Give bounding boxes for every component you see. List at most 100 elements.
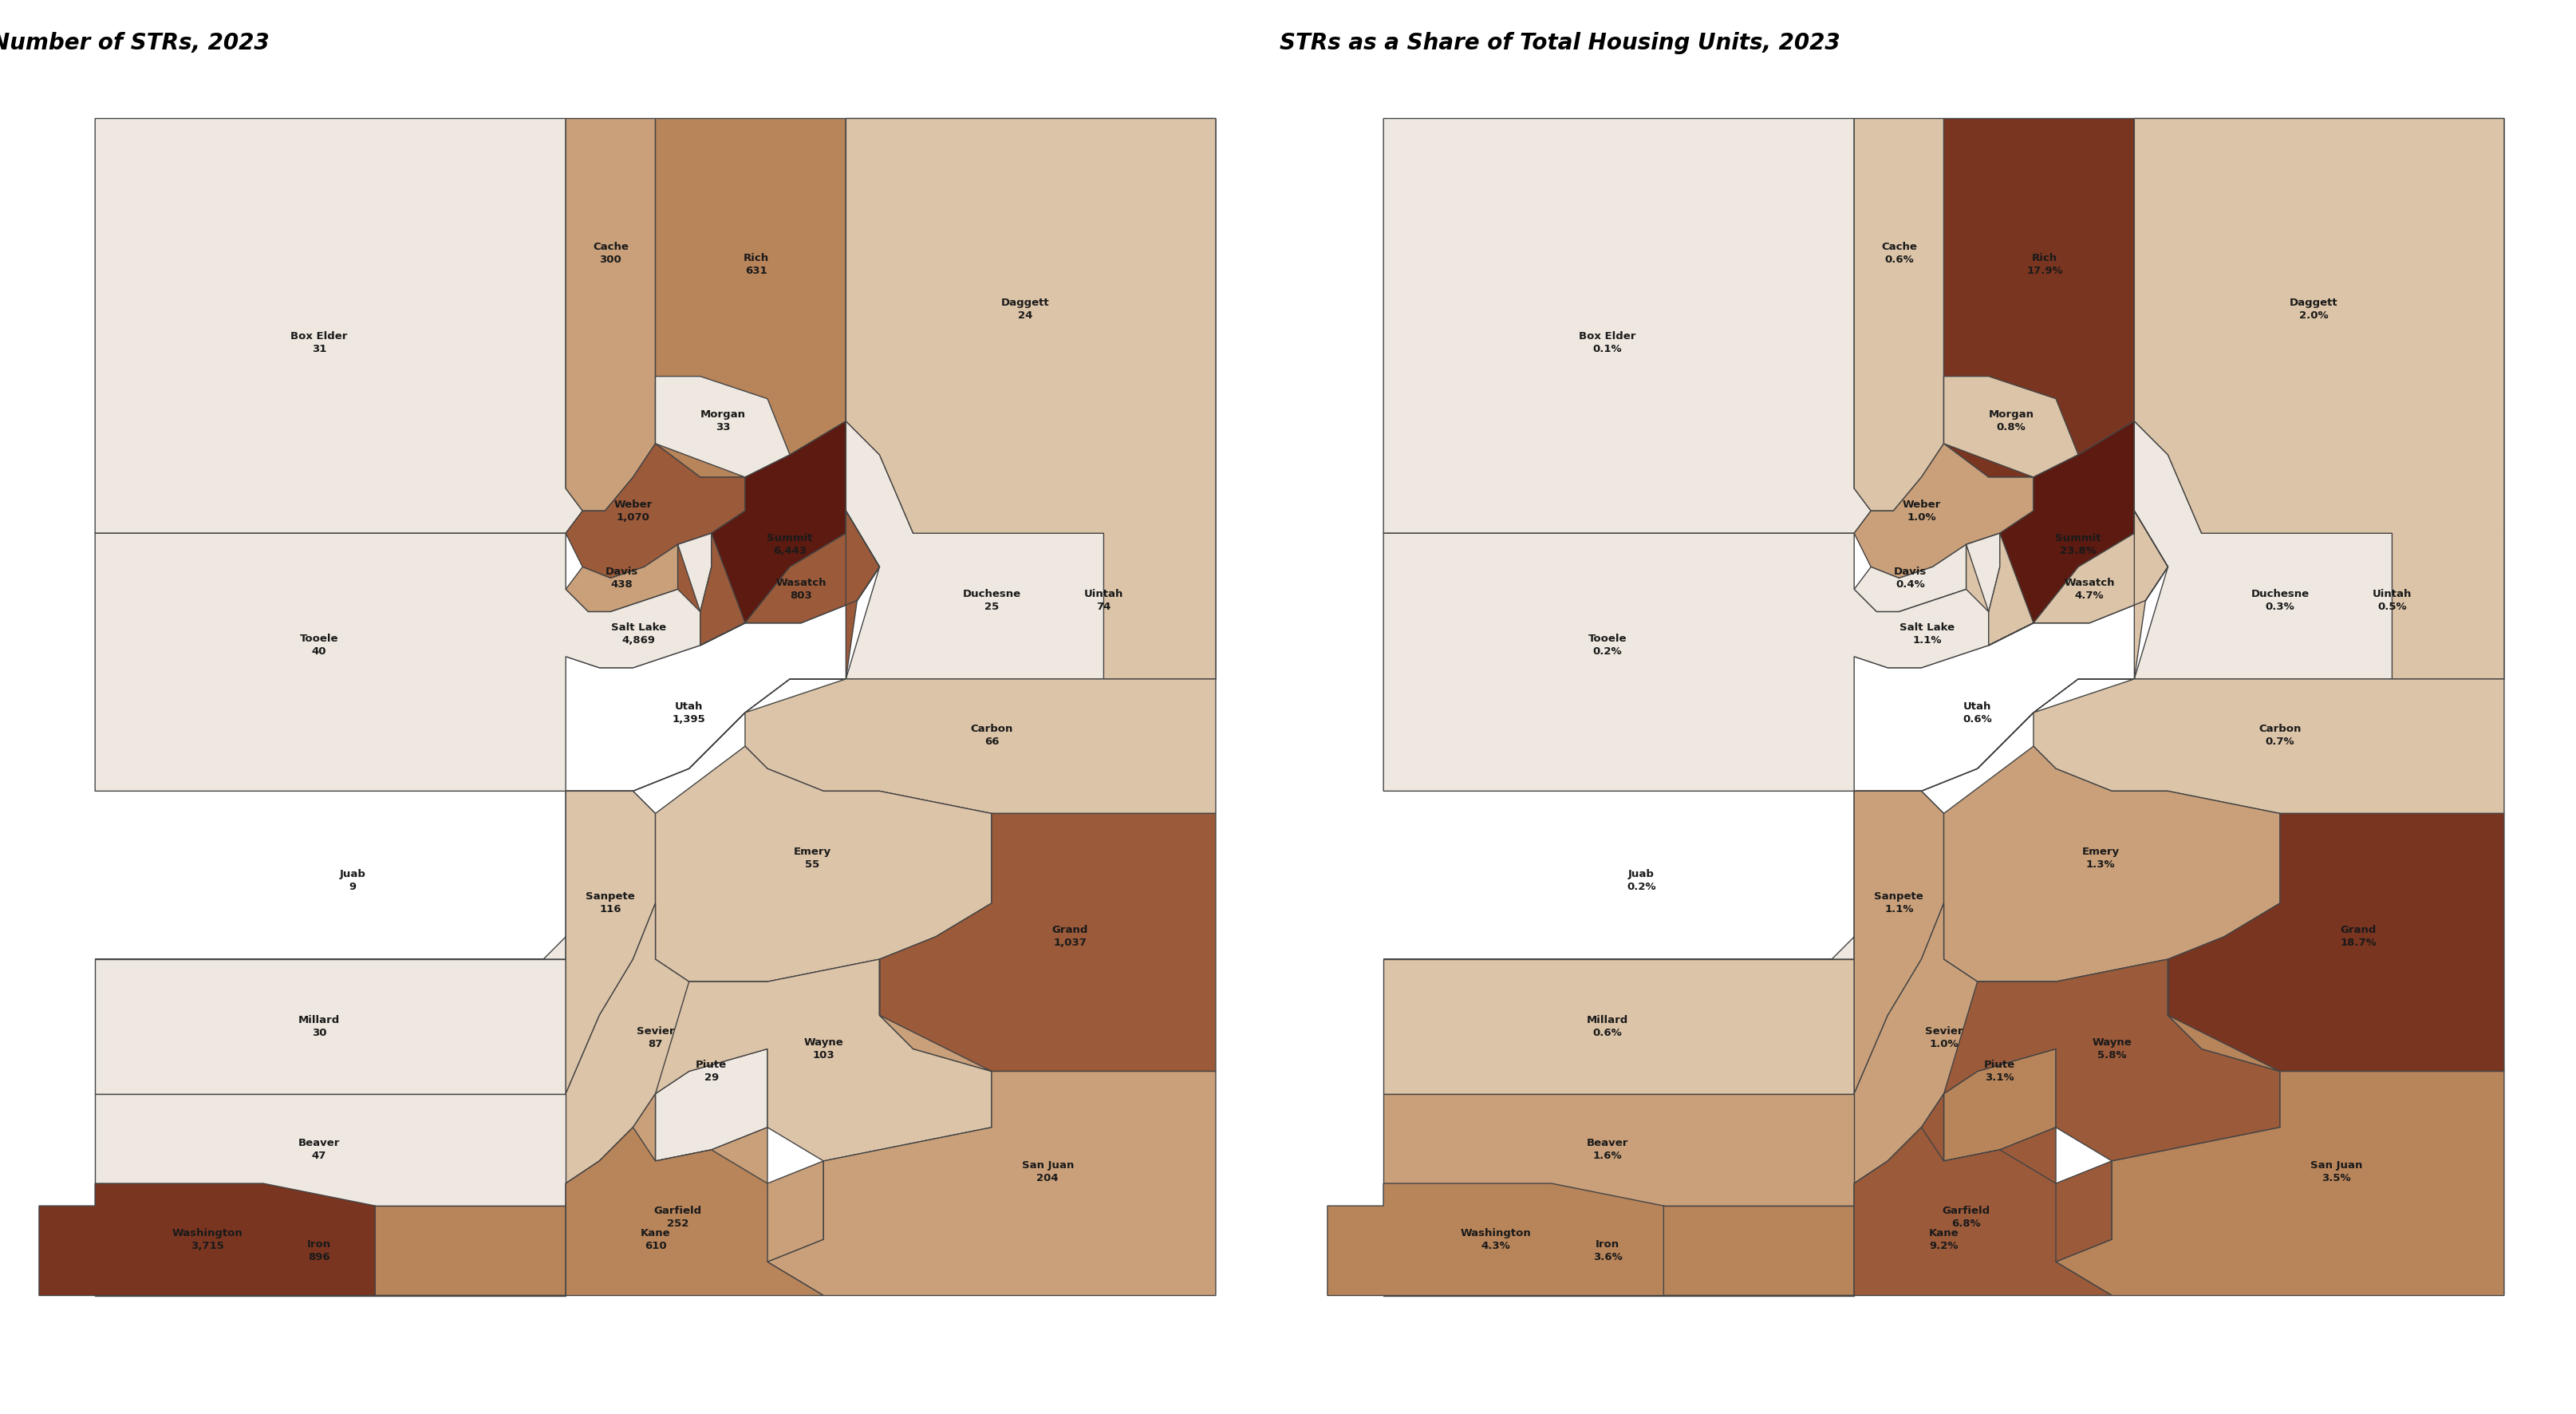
Polygon shape [654,376,791,477]
Polygon shape [1942,119,2133,477]
Polygon shape [1327,1184,1664,1295]
Text: Millard
30: Millard 30 [299,1015,340,1038]
Text: Kane
610: Kane 610 [641,1227,670,1251]
Polygon shape [1989,510,2166,645]
Polygon shape [1855,119,1942,510]
Text: Grand
1,037: Grand 1,037 [1051,925,1087,949]
Text: Kane
9.2%: Kane 9.2% [1929,1227,1958,1251]
Text: Weber
1.0%: Weber 1.0% [1901,499,1940,522]
Text: San Juan
3.5%: San Juan 3.5% [2308,1161,2362,1184]
Text: Beaver
1.6%: Beaver 1.6% [1587,1138,1628,1161]
Text: Wasatch
4.7%: Wasatch 4.7% [2063,578,2115,601]
Polygon shape [2133,119,2504,679]
Text: Washington
3,715: Washington 3,715 [173,1227,242,1251]
Text: Davis
438: Davis 438 [605,567,639,590]
Text: Rich
17.9%: Rich 17.9% [2025,253,2063,276]
Text: Tooele
40: Tooele 40 [299,633,337,658]
Text: Duchesne
25: Duchesne 25 [963,590,1020,612]
Polygon shape [2056,959,2504,1295]
Text: Utah
0.6%: Utah 0.6% [1963,701,1991,724]
Text: Wasatch
803: Wasatch 803 [775,578,827,601]
Text: Sanpete
1.1%: Sanpete 1.1% [1873,892,1924,915]
Polygon shape [1664,1127,2112,1295]
Polygon shape [567,904,768,1184]
Polygon shape [1383,959,1855,1094]
Text: Duchesne
0.3%: Duchesne 0.3% [2251,590,2308,612]
Text: Wayne
5.8%: Wayne 5.8% [2092,1038,2130,1060]
Text: Box Elder
0.1%: Box Elder 0.1% [1579,331,1636,355]
Polygon shape [845,421,1216,679]
Polygon shape [95,533,744,790]
Text: Piute
29: Piute 29 [696,1059,726,1083]
Text: San Juan
204: San Juan 204 [1020,1161,1074,1184]
Polygon shape [768,959,1216,1295]
Text: Carbon
66: Carbon 66 [971,724,1012,747]
Polygon shape [2133,421,2504,679]
Polygon shape [1942,376,2079,477]
Polygon shape [567,1094,824,1295]
Polygon shape [39,1184,376,1295]
Text: Summit
6,443: Summit 6,443 [768,533,811,556]
Polygon shape [1383,1094,1855,1206]
Polygon shape [701,510,878,645]
Text: Morgan
33: Morgan 33 [701,410,744,433]
Text: Salt Lake
1.1%: Salt Lake 1.1% [1899,622,1955,646]
Polygon shape [1383,1206,1855,1295]
Text: Beaver
47: Beaver 47 [299,1138,340,1161]
Text: Piute
3.1%: Piute 3.1% [1984,1059,2014,1083]
Text: Cache
300: Cache 300 [592,242,629,264]
Text: Uintah
0.5%: Uintah 0.5% [2372,590,2411,612]
Text: Weber
1,070: Weber 1,070 [613,499,652,522]
Text: Number of STRs, 2023: Number of STRs, 2023 [0,31,270,54]
Polygon shape [567,119,654,510]
Polygon shape [654,119,845,477]
Polygon shape [95,790,654,959]
Polygon shape [2133,119,2504,533]
Text: Tooele
0.2%: Tooele 0.2% [1587,633,1625,658]
Polygon shape [567,510,878,790]
Text: Grand
18.7%: Grand 18.7% [2339,925,2375,949]
Polygon shape [2166,813,2504,1072]
Text: Emery
1.3%: Emery 1.3% [2081,847,2120,870]
Text: Garfield
6.8%: Garfield 6.8% [1942,1206,1989,1229]
Polygon shape [1942,1049,2056,1161]
Polygon shape [567,790,654,1094]
Text: Millard
0.6%: Millard 0.6% [1587,1015,1628,1038]
Polygon shape [95,959,567,1094]
Text: Garfield
252: Garfield 252 [654,1206,701,1229]
Text: Cache
0.6%: Cache 0.6% [1880,242,1917,264]
Text: Carbon
0.7%: Carbon 0.7% [2259,724,2300,747]
Polygon shape [376,1127,824,1295]
Polygon shape [1965,421,2166,624]
Polygon shape [1855,790,1942,1094]
Text: Summit
23.8%: Summit 23.8% [2056,533,2099,556]
Text: Davis
0.4%: Davis 0.4% [1893,567,1927,590]
Polygon shape [1383,790,1942,959]
Text: Uintah
74: Uintah 74 [1084,590,1123,612]
Polygon shape [95,119,582,533]
Polygon shape [567,444,744,578]
Polygon shape [2032,679,2504,813]
Polygon shape [878,813,1216,1072]
Polygon shape [567,533,711,612]
Polygon shape [1855,567,2032,667]
Polygon shape [1942,747,2280,981]
Polygon shape [677,421,878,624]
Polygon shape [744,679,1216,813]
Text: Daggett
24: Daggett 24 [999,297,1048,321]
Polygon shape [1855,1094,2112,1295]
Polygon shape [654,959,992,1161]
Text: Utah
1,395: Utah 1,395 [672,701,706,724]
Text: Iron
896: Iron 896 [307,1239,332,1263]
Text: Sevier
1.0%: Sevier 1.0% [1924,1027,1963,1049]
Polygon shape [1383,533,2032,790]
Text: Sevier
87: Sevier 87 [636,1027,675,1049]
Text: STRs as a Share of Total Housing Units, 2023: STRs as a Share of Total Housing Units, … [1280,31,1839,54]
Polygon shape [1855,904,2056,1184]
Text: Iron
3.6%: Iron 3.6% [1592,1239,1623,1263]
Text: Wayne
103: Wayne 103 [804,1038,842,1060]
Polygon shape [654,747,992,981]
Text: Juab
9: Juab 9 [340,870,366,892]
Text: Box Elder
31: Box Elder 31 [291,331,348,355]
Polygon shape [567,567,744,667]
